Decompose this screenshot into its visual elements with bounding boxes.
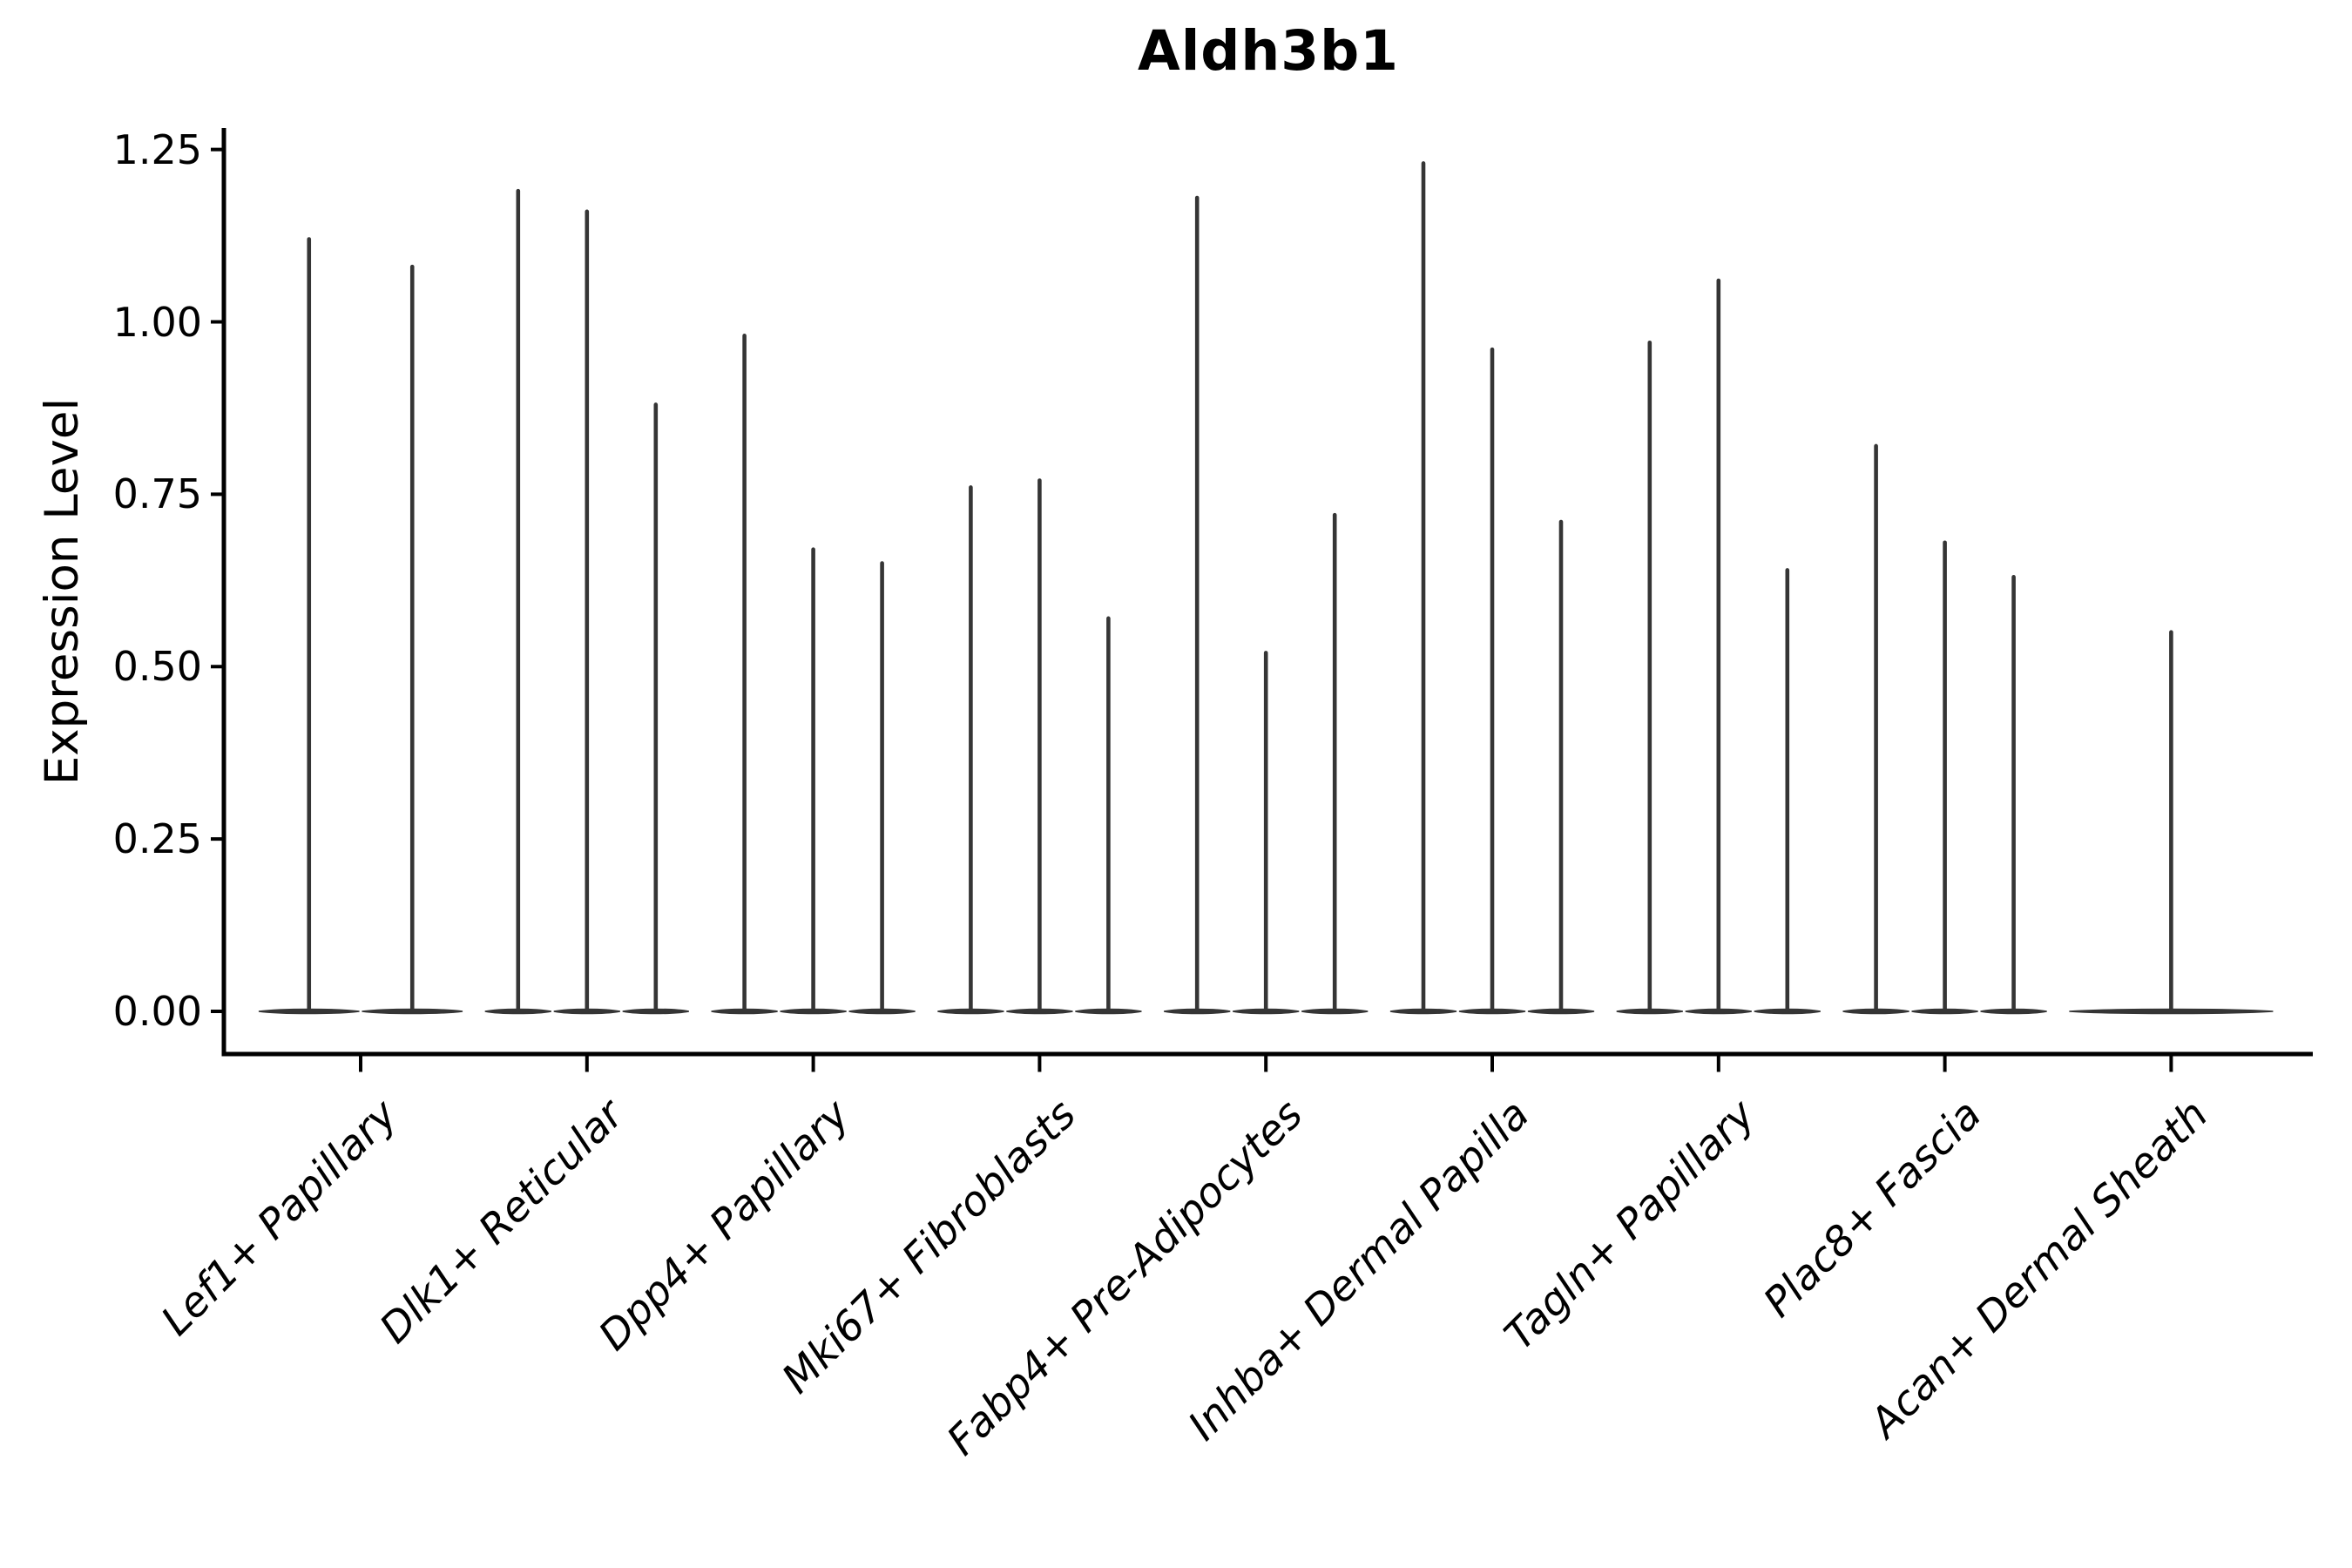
y-tick-label: 0.00 xyxy=(112,988,202,1035)
y-tick-label: 1.00 xyxy=(112,298,202,346)
chart-title: Aldh3b1 xyxy=(1137,19,1400,83)
y-tick-label: 0.25 xyxy=(112,815,202,863)
y-tick-label: 0.50 xyxy=(112,643,202,691)
y-tick-label: 1.25 xyxy=(112,125,202,173)
y-tick-label: 0.75 xyxy=(112,470,202,518)
